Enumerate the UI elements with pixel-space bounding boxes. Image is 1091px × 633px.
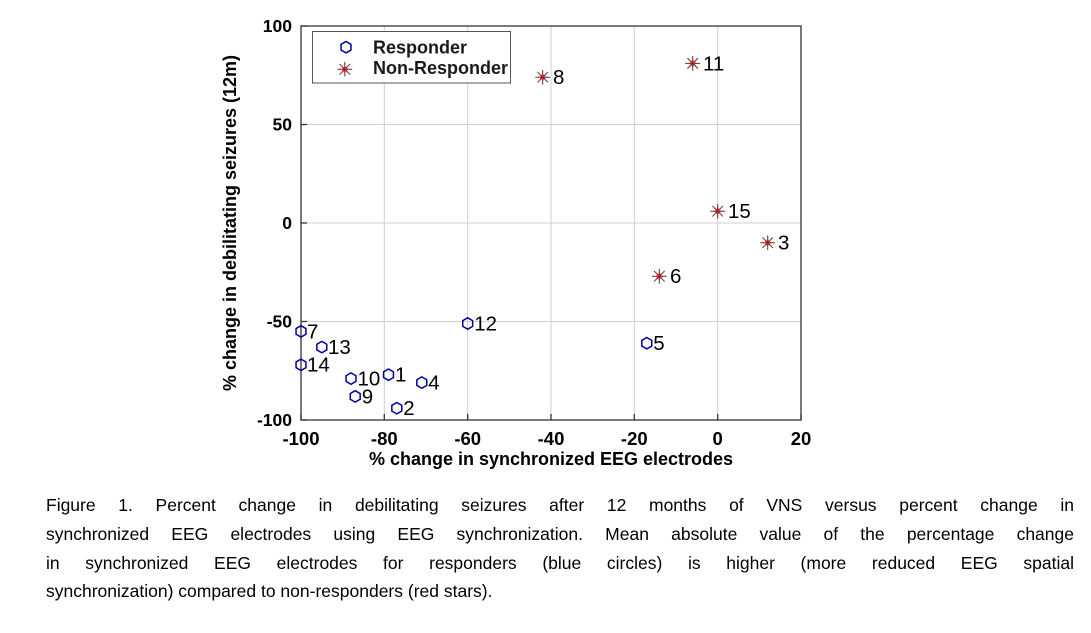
svg-text:-20: -20 xyxy=(621,428,648,449)
svg-text:4: 4 xyxy=(428,372,439,395)
svg-text:2: 2 xyxy=(403,397,414,420)
svg-text:Responder: Responder xyxy=(373,38,467,58)
svg-text:12: 12 xyxy=(474,312,497,335)
svg-text:14: 14 xyxy=(307,354,330,377)
svg-text:15: 15 xyxy=(728,200,751,223)
svg-text:-60: -60 xyxy=(454,428,481,449)
svg-text:50: 50 xyxy=(273,115,293,135)
svg-text:13: 13 xyxy=(328,336,351,359)
svg-text:Non-Responder: Non-Responder xyxy=(373,58,508,78)
svg-text:% change in debilitating seizu: % change in debilitating seizures (12m) xyxy=(220,55,240,391)
svg-text:1: 1 xyxy=(395,364,406,387)
svg-text:5: 5 xyxy=(653,332,664,355)
svg-text:-50: -50 xyxy=(267,312,293,332)
svg-text:-40: -40 xyxy=(538,428,565,449)
svg-text:-100: -100 xyxy=(257,410,292,430)
svg-text:20: 20 xyxy=(791,428,812,449)
svg-text:0: 0 xyxy=(713,428,723,449)
svg-text:-80: -80 xyxy=(371,428,398,449)
svg-text:100: 100 xyxy=(263,16,292,36)
svg-text:9: 9 xyxy=(362,385,373,408)
svg-text:6: 6 xyxy=(670,265,681,288)
svg-text:11: 11 xyxy=(703,52,724,75)
svg-text:7: 7 xyxy=(307,320,318,343)
svg-text:3: 3 xyxy=(778,232,789,255)
svg-text:% change in synchronized EEG e: % change in synchronized EEG electrodes xyxy=(369,449,733,469)
svg-text:8: 8 xyxy=(553,66,564,89)
svg-text:0: 0 xyxy=(282,213,292,233)
svg-text:-100: -100 xyxy=(282,428,319,449)
